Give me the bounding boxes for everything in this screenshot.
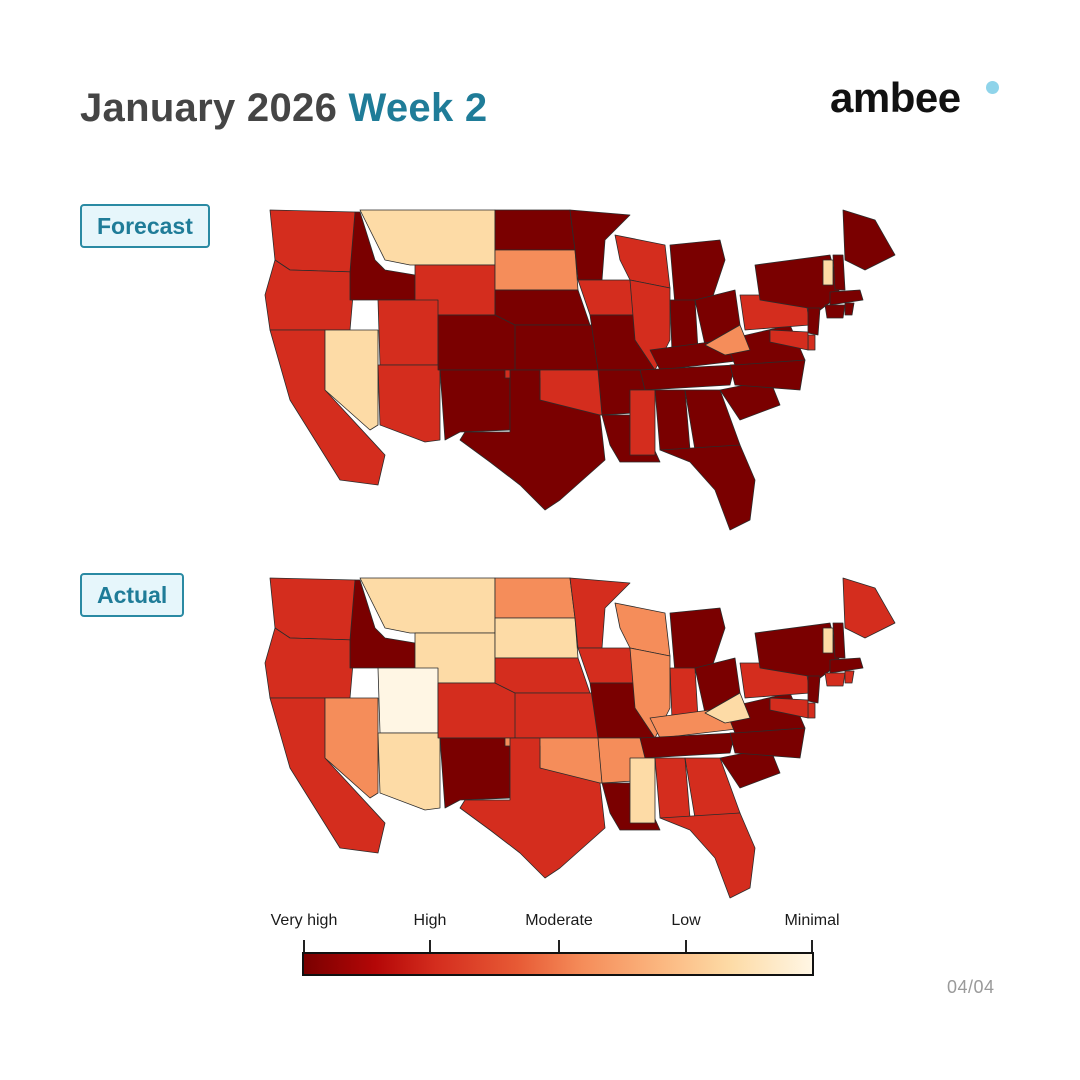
state-nd [494,209,576,251]
forecast-label: Forecast [80,204,210,248]
state-nd [494,577,576,619]
state-ks [514,324,599,371]
state-fl [659,812,756,899]
state-ut [377,299,439,366]
state-co [437,314,521,371]
state-nv [324,697,379,799]
legend-label-very-high: Very high [270,912,338,929]
state-fl [659,444,756,531]
forecast-map [264,209,896,531]
state-ct [824,304,846,319]
legend-labels: Very high High Moderate Low Minimal [0,912,1080,936]
state-ma [829,657,864,674]
state-ne [494,289,591,326]
state-wa [269,577,356,641]
state-ia [577,647,636,684]
state-co [437,682,521,739]
state-ne [494,657,591,694]
state-az [377,364,441,443]
state-de [807,334,816,351]
state-mi [669,239,726,306]
state-de [807,702,816,719]
legend-label-high: High [413,912,447,929]
state-nh [832,622,846,659]
state-sd [494,249,579,291]
state-sd [494,617,579,659]
state-wv [704,324,751,356]
legend-color-bar [302,952,814,976]
state-wv [704,692,751,724]
state-tn [639,364,736,391]
legend-tick [558,940,560,952]
state-mt [359,209,496,266]
legend-tick [811,940,813,952]
actual-label: Actual [80,573,185,617]
actual-map [264,577,896,899]
page-number: 04/04 [947,977,995,997]
state-wa [269,209,356,273]
state-az [377,732,441,811]
state-nj [807,307,821,336]
title-month: January 2026 [80,86,338,130]
state-md [769,697,809,719]
title-week: Week 2 [348,86,488,130]
state-me [842,577,896,639]
state-al [654,757,691,819]
state-ms [629,389,656,456]
legend-tick [685,940,687,952]
state-tn [639,732,736,759]
state-mi [669,607,726,674]
ambee-logo: ambee [830,74,961,121]
legend-tick [429,940,431,952]
legend-label-minimal: Minimal [784,912,840,929]
legend-tick [303,940,305,952]
state-al [654,389,691,451]
page-title: January 2026 Week 2 [80,86,487,131]
legend-label-moderate: Moderate [525,912,593,929]
state-nh [832,254,846,291]
state-ut [377,667,439,734]
state-ct [824,672,846,687]
state-ia [577,279,636,316]
state-ri [844,302,855,316]
state-tx [459,737,606,879]
state-nm [439,369,511,441]
state-md [769,329,809,351]
state-ms [629,757,656,824]
state-vt [822,259,834,286]
state-nj [807,675,821,704]
legend-label-low: Low [671,912,701,929]
state-me [842,209,896,271]
state-ri [844,670,855,684]
state-tx [459,369,606,511]
state-mt [359,577,496,634]
state-nm [439,737,511,809]
state-ma [829,289,864,306]
logo-dot-icon [986,81,999,94]
state-vt [822,627,834,654]
legend-ticks [0,940,1080,952]
state-ks [514,692,599,739]
state-nv [324,329,379,431]
